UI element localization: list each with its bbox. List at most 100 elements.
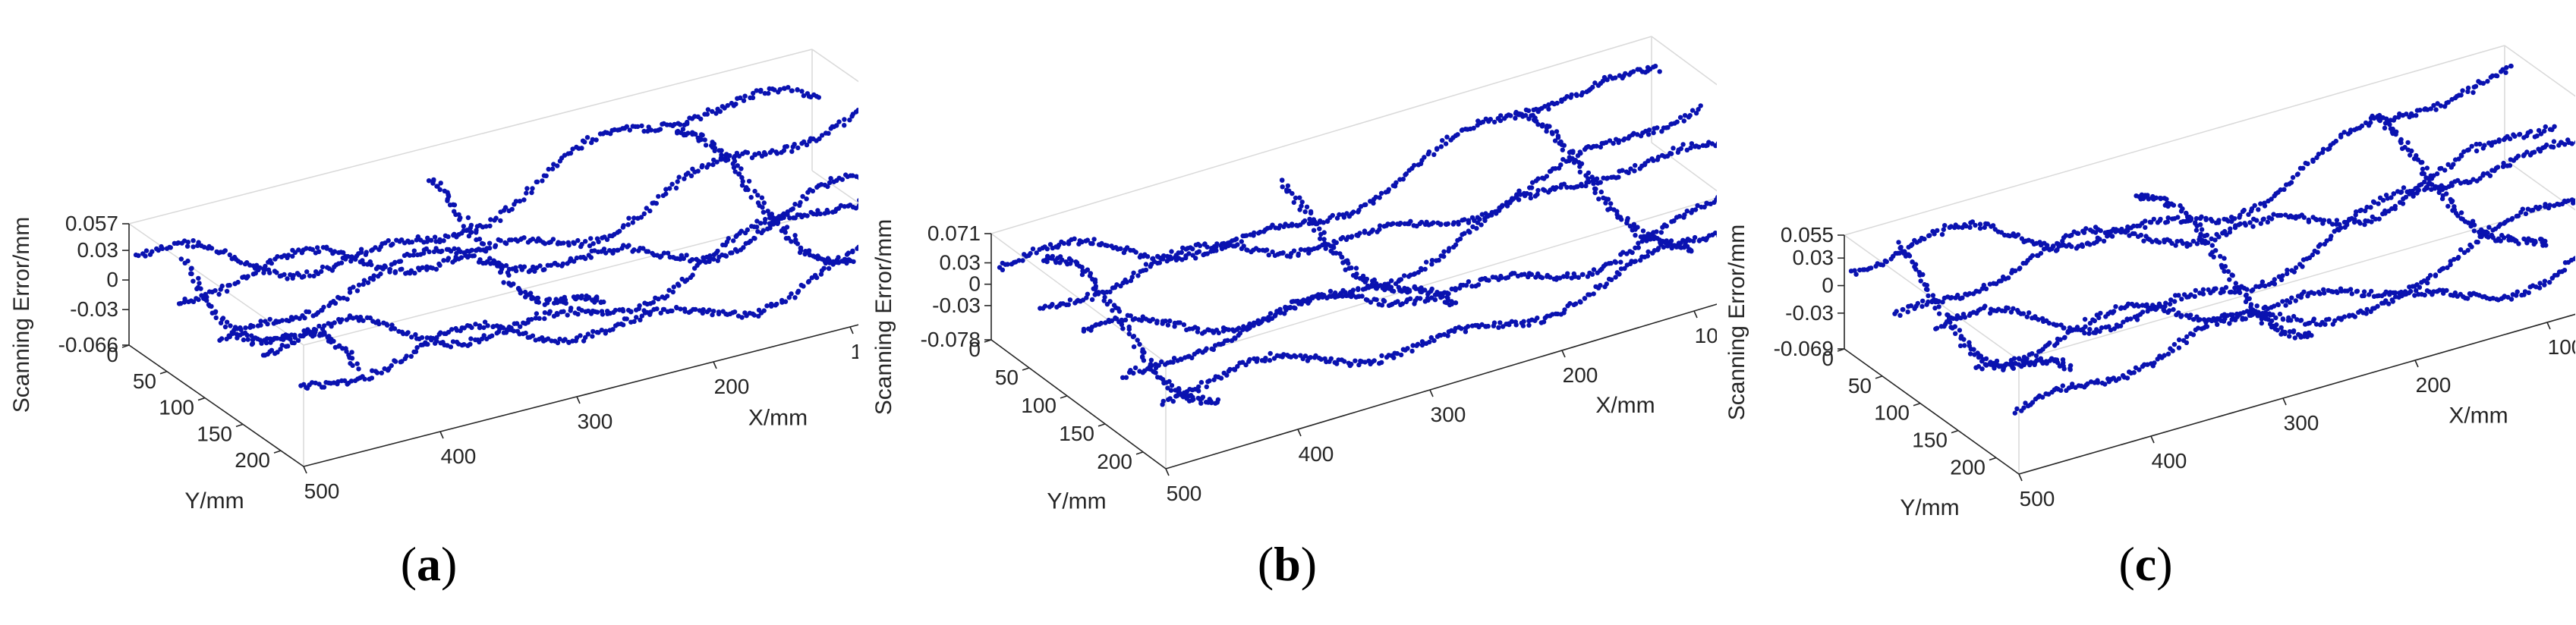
data-point <box>762 220 767 225</box>
data-point <box>2227 277 2232 282</box>
data-point <box>186 299 191 305</box>
data-point <box>2034 253 2040 259</box>
data-point <box>526 269 532 275</box>
data-point <box>1370 278 1375 284</box>
data-point <box>2364 306 2370 312</box>
data-point <box>1527 185 1532 190</box>
data-point <box>2407 284 2412 290</box>
data-point <box>466 234 472 239</box>
data-point <box>626 215 631 221</box>
data-point <box>299 250 305 256</box>
data-point <box>1009 262 1015 267</box>
data-point <box>704 309 710 315</box>
data-point <box>531 296 536 301</box>
data-point <box>823 260 829 266</box>
data-point <box>311 273 316 279</box>
data-point <box>2477 141 2483 147</box>
data-point <box>1608 74 1613 79</box>
data-point <box>1110 308 1115 313</box>
box-edge-top <box>990 36 1652 234</box>
data-point <box>1903 253 1909 259</box>
data-point <box>585 295 591 301</box>
data-point <box>789 88 795 93</box>
data-point <box>2439 187 2445 193</box>
data-point <box>2275 328 2280 333</box>
data-point <box>1989 224 1994 229</box>
data-point <box>2532 134 2537 140</box>
data-point <box>1696 107 1701 112</box>
data-point <box>133 252 139 258</box>
data-point <box>1577 164 1582 169</box>
data-point <box>1466 228 1471 234</box>
data-point <box>2053 248 2059 253</box>
data-point <box>743 240 748 247</box>
y-tick-mark <box>273 450 282 454</box>
data-point <box>798 282 805 288</box>
data-point <box>2342 225 2348 230</box>
data-point <box>678 306 683 312</box>
data-point <box>396 259 402 264</box>
data-point <box>1037 247 1042 252</box>
data-point <box>1560 274 1567 279</box>
data-point <box>546 297 552 303</box>
data-point <box>2064 388 2069 393</box>
data-point <box>2172 299 2178 304</box>
data-point <box>2192 294 2197 299</box>
data-point <box>376 274 381 279</box>
data-point <box>512 202 517 207</box>
data-point <box>1546 106 1551 111</box>
data-point <box>2305 294 2310 299</box>
data-point <box>1297 207 1302 212</box>
data-point <box>1299 299 1305 304</box>
data-point <box>2011 231 2016 237</box>
data-point <box>512 321 517 326</box>
data-point <box>733 234 738 240</box>
chart-panel-a: 01002003004005000501001502000.0570.030-0… <box>0 0 858 625</box>
data-point <box>1060 257 1065 262</box>
data-point <box>356 282 362 287</box>
data-point <box>2262 203 2268 209</box>
data-point <box>590 328 596 334</box>
data-point <box>1513 319 1518 325</box>
data-point <box>387 267 392 272</box>
data-point <box>2533 204 2539 210</box>
data-point <box>1857 267 1863 273</box>
data-point <box>1441 249 1447 254</box>
data-point <box>1526 318 1532 324</box>
data-point <box>1619 217 1624 222</box>
data-point <box>1592 80 1598 86</box>
data-point <box>1586 176 1591 181</box>
data-point <box>799 89 805 94</box>
x-tick-mark <box>576 396 581 404</box>
data-point <box>2501 221 2507 226</box>
data-point <box>541 173 547 178</box>
data-point <box>1977 225 1983 231</box>
box-edge-top <box>128 223 304 346</box>
data-point <box>670 289 675 295</box>
data-point <box>814 184 820 190</box>
data-point <box>2401 196 2406 202</box>
data-point <box>607 233 613 239</box>
data-point <box>2102 230 2108 235</box>
data-point <box>307 246 313 252</box>
data-point <box>1304 204 1310 209</box>
data-point <box>2328 236 2333 242</box>
data-point <box>2233 281 2238 286</box>
data-point <box>540 267 546 272</box>
data-point <box>1704 200 1709 206</box>
data-point <box>2310 318 2316 324</box>
data-point <box>1977 221 1983 227</box>
data-point <box>370 368 375 373</box>
data-point <box>347 355 352 360</box>
data-point <box>164 246 170 251</box>
data-point <box>2407 115 2412 120</box>
data-point <box>1101 290 1107 295</box>
data-point <box>1327 288 1334 294</box>
data-point <box>1450 221 1456 227</box>
data-point <box>1428 334 1434 341</box>
data-point <box>411 248 417 253</box>
data-point <box>371 273 376 278</box>
data-point <box>656 193 661 199</box>
data-point <box>2193 327 2198 333</box>
data-point <box>2090 317 2096 322</box>
